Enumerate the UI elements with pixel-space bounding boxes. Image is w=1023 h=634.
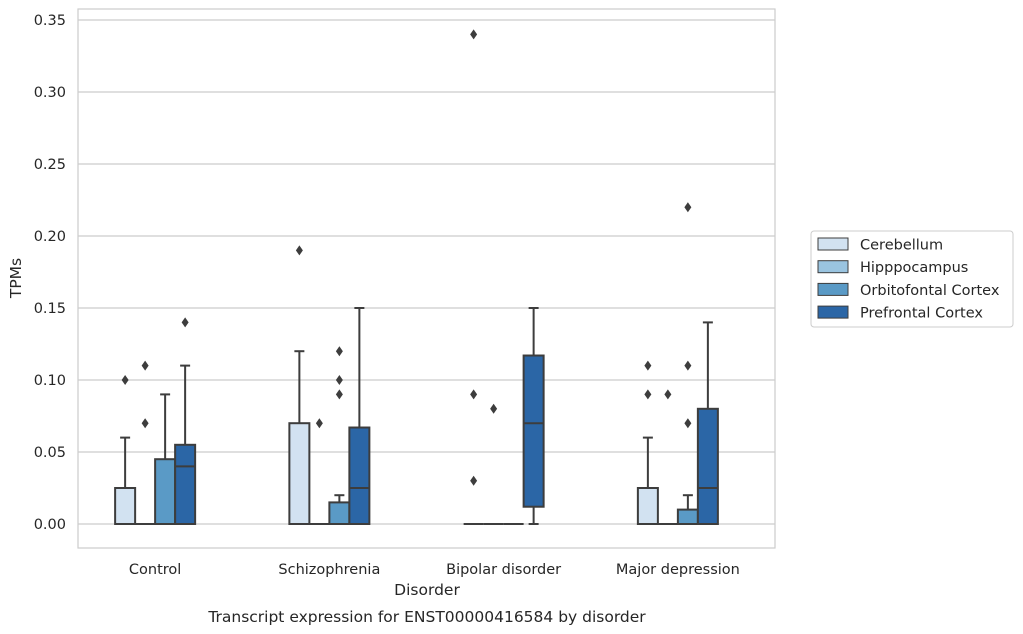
x-tick-label: Major depression bbox=[616, 562, 740, 578]
box-group bbox=[348, 307, 371, 525]
box bbox=[114, 487, 137, 525]
box-group bbox=[676, 202, 699, 526]
box bbox=[154, 458, 177, 526]
legend-label: Orbitofontal Cortex bbox=[860, 283, 1000, 299]
y-tick-label: 0.15 bbox=[34, 301, 66, 317]
plot-frame bbox=[77, 8, 776, 549]
legend-label: Cerebellum bbox=[860, 238, 943, 254]
y-tick-label: 0.25 bbox=[34, 157, 66, 173]
legend-swatch bbox=[817, 305, 849, 319]
outlier-marker bbox=[664, 389, 672, 400]
box-group bbox=[114, 375, 137, 525]
box-group bbox=[636, 360, 659, 525]
outlier-marker bbox=[684, 360, 692, 371]
box bbox=[636, 487, 659, 525]
legend-swatch bbox=[817, 237, 849, 251]
x-axis-ticks: Control Schizophrenia Bipolar disorder Majo… bbox=[129, 562, 740, 578]
box bbox=[348, 426, 371, 525]
box bbox=[328, 501, 351, 525]
x-tick-label: Control bbox=[129, 562, 181, 578]
x-tick-label: Bipolar disorder bbox=[446, 562, 561, 578]
y-tick-label: 0.30 bbox=[34, 85, 66, 101]
outlier-marker bbox=[490, 403, 498, 414]
legend-label: Prefrontal Cortex bbox=[860, 306, 983, 322]
y-tick-label: 0.35 bbox=[34, 13, 66, 29]
legend: Cerebellum Hipppocampus Orbitofontal Corte… bbox=[810, 230, 1014, 328]
outlier-marker bbox=[644, 360, 652, 371]
outlier-marker bbox=[335, 389, 343, 400]
y-tick-label: 0.20 bbox=[34, 229, 66, 245]
outlier-marker bbox=[470, 389, 478, 400]
box-group bbox=[328, 346, 351, 525]
chart-caption: Transcript expression for ENST0000041658… bbox=[207, 608, 646, 626]
outlier-marker bbox=[141, 418, 149, 429]
outlier-marker bbox=[121, 375, 129, 385]
box-group bbox=[696, 321, 719, 525]
x-tick-label: Schizophrenia bbox=[278, 562, 380, 578]
box bbox=[676, 508, 699, 526]
outlier-marker bbox=[470, 475, 478, 486]
outlier-marker bbox=[470, 29, 478, 40]
box-group bbox=[288, 245, 311, 526]
box bbox=[696, 407, 719, 525]
box-group bbox=[483, 403, 504, 525]
outlier-marker bbox=[295, 245, 303, 256]
box bbox=[174, 443, 197, 525]
box-group bbox=[174, 317, 197, 525]
outlier-marker bbox=[335, 346, 343, 357]
box-group bbox=[463, 29, 484, 525]
outlier-marker bbox=[315, 418, 323, 429]
legend-swatch bbox=[817, 260, 849, 274]
y-tick-label: 0.05 bbox=[34, 445, 66, 461]
box-group bbox=[309, 418, 330, 525]
x-axis-label: Disorder bbox=[394, 581, 460, 599]
y-axis-label: TPMs bbox=[7, 258, 25, 299]
outlier-marker bbox=[644, 389, 652, 400]
y-tick-label: 0.00 bbox=[34, 517, 66, 533]
box-group bbox=[135, 360, 156, 525]
box-group bbox=[154, 393, 177, 526]
outlier-marker bbox=[684, 202, 692, 213]
y-axis-ticks: 0.00 0.05 0.10 0.15 0.20 0.25 0.30 0.35 bbox=[34, 13, 66, 533]
box bbox=[522, 354, 545, 508]
legend-swatch bbox=[817, 282, 849, 296]
legend-label: Hipppocampus bbox=[860, 260, 968, 276]
box-group bbox=[657, 389, 678, 525]
outlier-marker bbox=[181, 317, 189, 328]
outlier-marker bbox=[684, 418, 692, 429]
outlier-marker bbox=[335, 375, 343, 385]
legend-frame bbox=[810, 230, 1014, 328]
box-group bbox=[522, 307, 545, 525]
outlier-marker bbox=[141, 360, 149, 371]
plot-boxes bbox=[114, 29, 719, 526]
box bbox=[288, 422, 311, 526]
y-tick-label: 0.10 bbox=[34, 373, 66, 389]
